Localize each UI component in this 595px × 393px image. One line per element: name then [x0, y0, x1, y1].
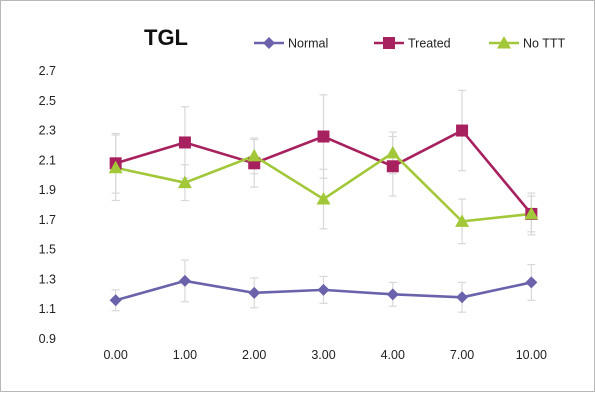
data-point-normal	[178, 274, 191, 287]
data-point-treated	[386, 160, 399, 173]
y-tick-label: 2.1	[39, 153, 56, 167]
x-tick-label: 0.00	[103, 348, 127, 362]
legend-marker-normal	[263, 37, 275, 49]
data-point-normal	[525, 276, 538, 289]
data-point-no-ttt	[177, 175, 192, 189]
legend: Normal Treated No TTT	[254, 36, 565, 51]
x-tick-label: 1.00	[173, 348, 197, 362]
data-point-no-ttt	[524, 206, 539, 220]
legend-label-treated: Treated	[408, 37, 451, 51]
data-point-no-ttt	[455, 214, 470, 227]
x-tick-label: 2.00	[242, 348, 266, 362]
y-tick-label: 1.9	[39, 183, 56, 197]
data-point-treated	[178, 136, 191, 149]
y-axis-ticks: 0.9 1.1 1.3 1.5 1.7 1.9 2.1 2.3 2.5 2.7	[39, 64, 56, 346]
x-tick-label: 10.00	[516, 348, 547, 362]
data-point-no-ttt	[316, 192, 331, 205]
data-point-no-ttt	[247, 148, 262, 162]
legend-label-no-ttt: No TTT	[523, 37, 565, 51]
y-tick-label: 0.9	[39, 332, 56, 346]
data-point-no-ttt	[108, 160, 123, 174]
data-point-treated	[456, 124, 469, 137]
x-tick-label: 3.00	[311, 348, 335, 362]
y-tick-label: 1.7	[39, 213, 56, 227]
x-tick-label: 7.00	[450, 348, 474, 362]
data-point-treated	[317, 130, 330, 143]
y-tick-label: 1.3	[39, 272, 56, 286]
chart-title: TGL	[144, 25, 188, 50]
y-tick-label: 2.3	[39, 124, 56, 138]
legend-label-normal: Normal	[288, 37, 328, 51]
data-point-normal	[317, 283, 330, 296]
data-point-normal	[248, 286, 261, 299]
y-tick-label: 1.1	[39, 302, 56, 316]
data-point-normal	[456, 291, 469, 304]
x-tick-label: 4.00	[381, 348, 405, 362]
y-tick-label: 2.5	[39, 94, 56, 108]
y-tick-label: 2.7	[39, 64, 56, 78]
data-point-normal	[386, 288, 399, 301]
series-markers	[108, 124, 539, 307]
data-point-normal	[109, 294, 122, 307]
y-tick-label: 1.5	[39, 243, 56, 257]
data-point-no-ttt	[385, 145, 400, 159]
x-axis-ticks: 0.00 1.00 2.00 3.00 4.00 7.00 10.00	[103, 348, 547, 362]
legend-marker-no-ttt	[497, 36, 511, 49]
legend-marker-treated	[383, 37, 395, 49]
